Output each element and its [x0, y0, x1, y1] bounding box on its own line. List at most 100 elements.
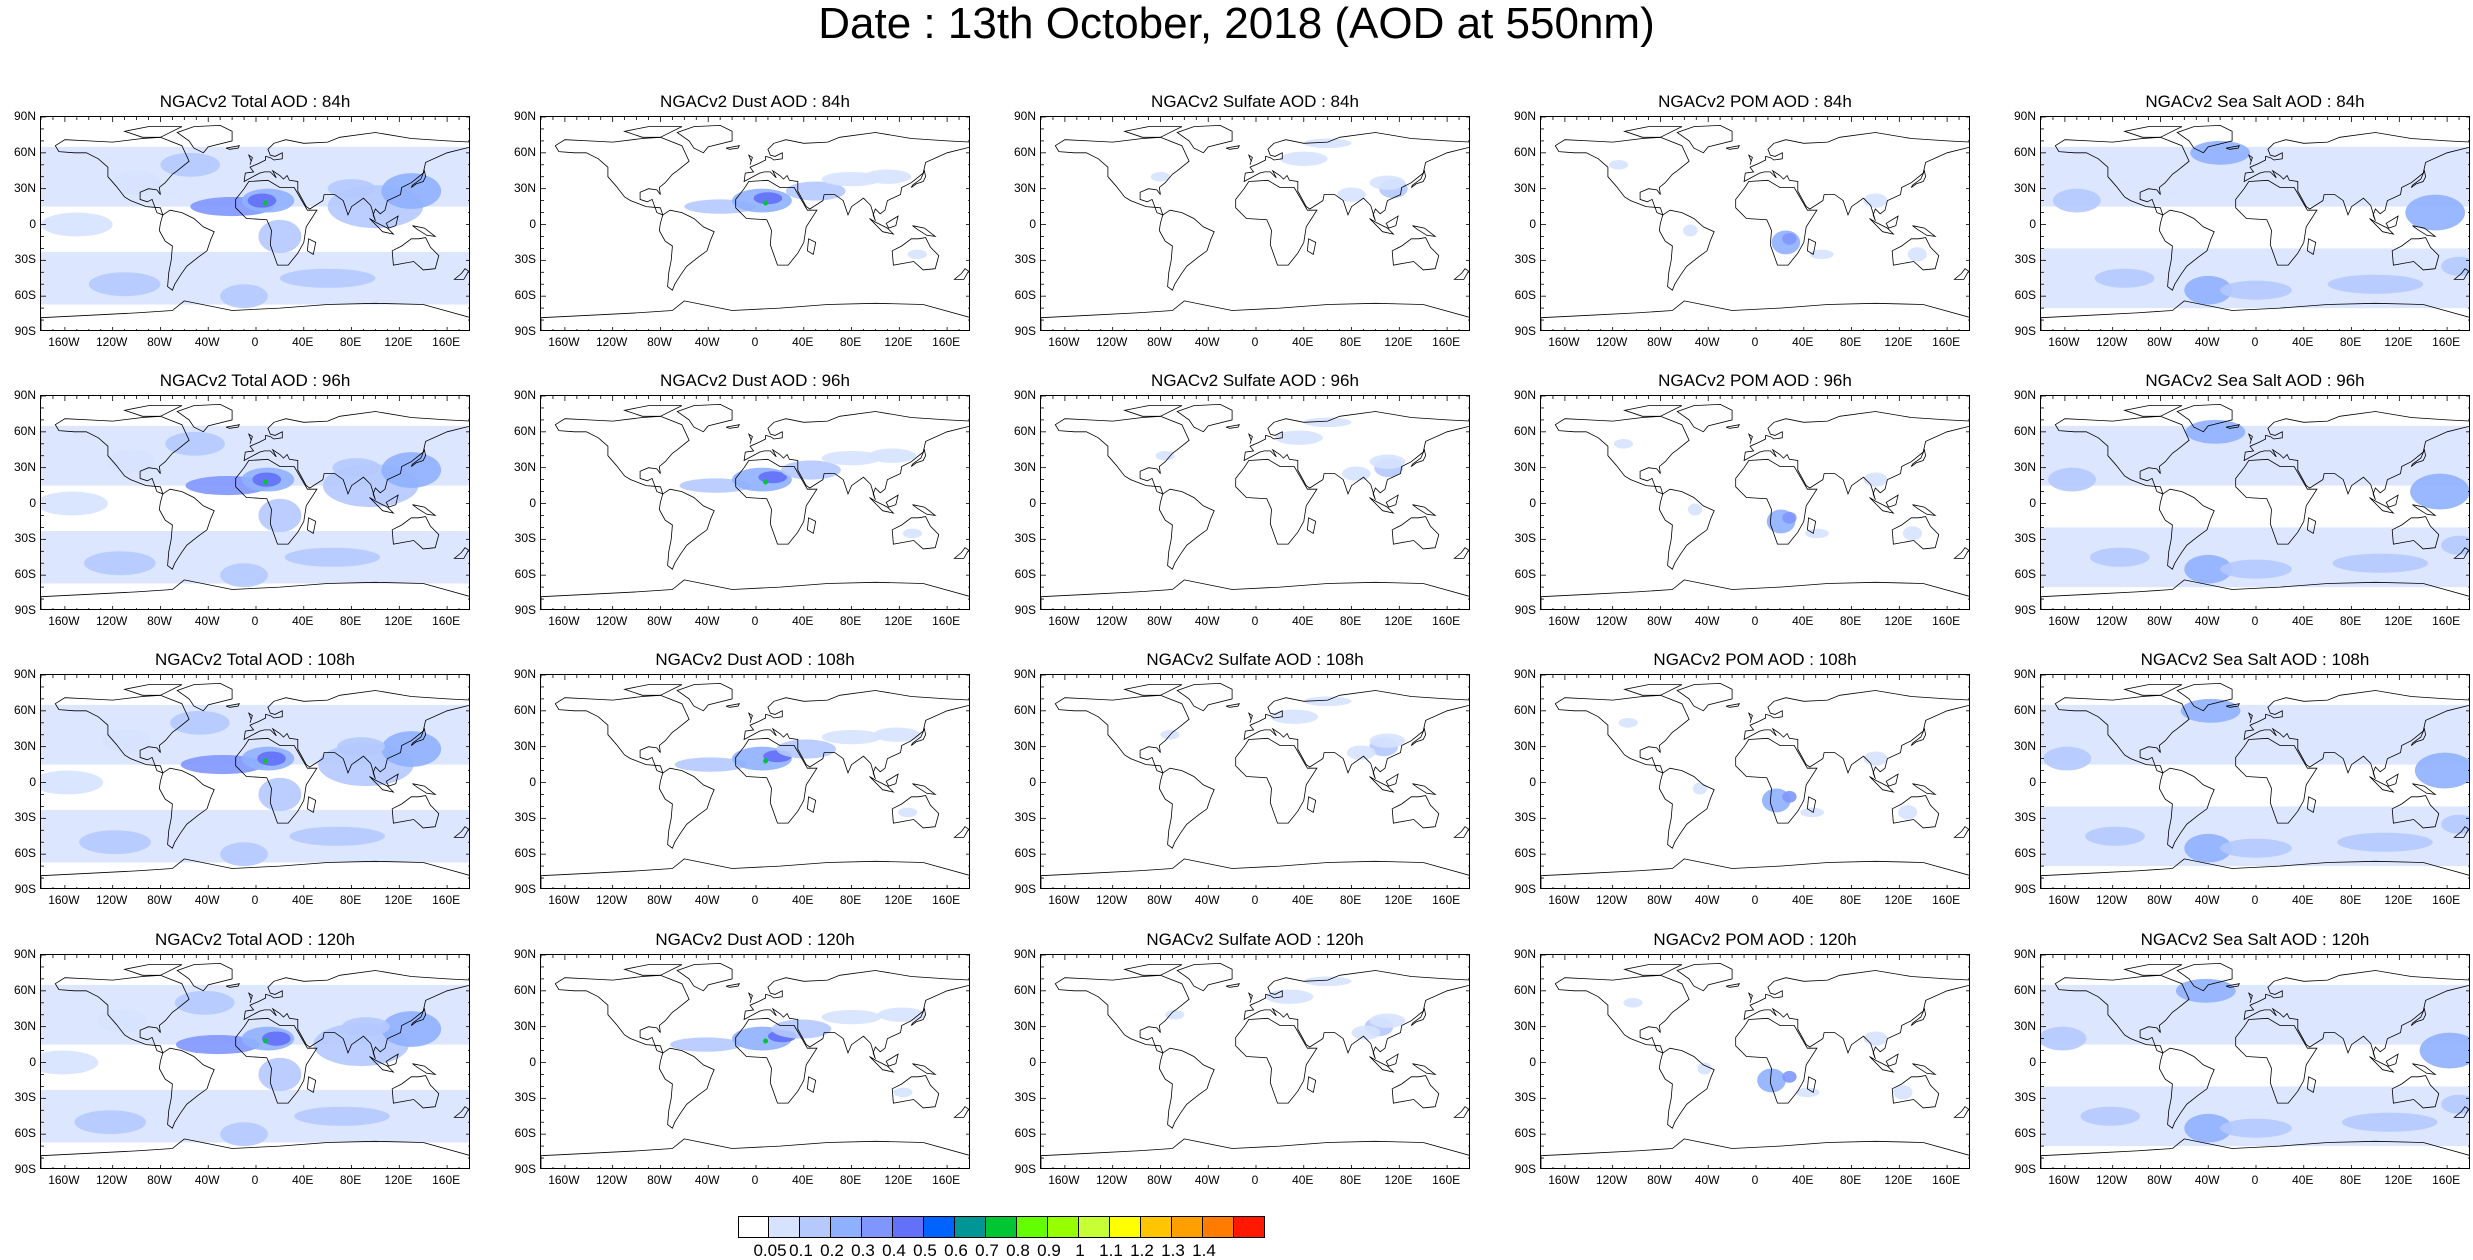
- coastline: [54, 974, 190, 1054]
- aod-hotspot: [263, 200, 269, 206]
- coastline: [725, 424, 741, 429]
- colorbar-tick-label: 0.3: [851, 1241, 875, 1260]
- lon-label: 160W: [1548, 335, 1580, 349]
- coastline: [554, 136, 690, 216]
- coastline: [1054, 136, 1190, 216]
- lon-label: 40W: [694, 614, 720, 628]
- map-canvas: [41, 117, 469, 330]
- coastline: [123, 964, 183, 976]
- colorbar-swatch: [955, 1216, 986, 1238]
- lon-label: 160W: [2048, 335, 2080, 349]
- lat-label: 60S: [14, 567, 36, 582]
- coastline: [247, 992, 253, 1003]
- lon-label: 0: [251, 893, 259, 907]
- coastline: [747, 992, 753, 1003]
- lon-label: 160W: [48, 335, 80, 349]
- lon-label: 40W: [694, 1173, 720, 1187]
- map-canvas: [2041, 955, 2469, 1168]
- aod-plume: [174, 990, 235, 1015]
- coastline: [623, 126, 683, 138]
- coastline: [1912, 225, 1937, 237]
- coastline: [1743, 411, 1969, 501]
- coastline: [176, 124, 233, 154]
- coastline: [1541, 300, 1969, 330]
- lat-label: 90S: [2014, 1162, 2036, 1176]
- aod-plume: [1613, 439, 1633, 449]
- lon-label: 160E: [932, 335, 961, 349]
- lon-label: 160E: [932, 614, 961, 628]
- lat-label: 30S: [1014, 1090, 1036, 1105]
- coastline: [869, 776, 895, 793]
- lat-label: 30N: [1513, 180, 1536, 195]
- coastline: [1243, 690, 1469, 780]
- map-panel-pom-96h: NGACv2 POM AOD : 96h 90N 60N 30N 0 30S 60S 90S 1…: [1506, 371, 1976, 628]
- aod-plume: [1165, 1009, 1185, 1020]
- lon-label: 120W: [2095, 893, 2128, 907]
- lon-label: 120E: [884, 335, 913, 349]
- aod-plume: [2190, 140, 2251, 165]
- lat-label: 30N: [1513, 738, 1536, 753]
- lon-label: 80W: [1147, 893, 1172, 907]
- map-panel-seasalt-120h: NGACv2 Sea Salt AOD : 120h 90N 60N 30N 0 30S 6…: [2006, 930, 2473, 1187]
- colorbar-swatch: [986, 1216, 1017, 1238]
- lat-label: 90N: [513, 667, 536, 681]
- lat-label: 30S: [2014, 252, 2036, 267]
- coastline: [735, 458, 818, 545]
- aod-plume: [1369, 1013, 1406, 1028]
- coastline: [1306, 796, 1317, 814]
- panel-title: NGACv2 Sulfate AOD : 108h: [1146, 650, 1364, 669]
- map-panel-dust-84h: NGACv2 Dust AOD : 84h 90N 60N 30N 0 30S 60S 90S…: [506, 92, 976, 349]
- coastline: [541, 1138, 969, 1168]
- aod-plume: [2441, 1094, 2469, 1114]
- coastline: [41, 858, 469, 888]
- coastline: [247, 154, 253, 165]
- aod-plume: [41, 212, 113, 237]
- aod-plume: [103, 728, 151, 753]
- coastline: [1158, 209, 1215, 291]
- aod-plume: [261, 1031, 291, 1046]
- aod-plume: [2441, 814, 2469, 834]
- world-map: [1540, 674, 1970, 889]
- map-panel-total-108h: NGACv2 Total AOD : 108h 90N 60N 30N 0 30S 60S 9…: [6, 650, 476, 907]
- coastline: [1910, 1007, 1927, 1026]
- aod-plume: [1618, 718, 1638, 728]
- lon-label: 120W: [595, 893, 628, 907]
- lon-label: 40E: [1292, 614, 1314, 628]
- lon-label: 40E: [1292, 1173, 1314, 1187]
- lon-label: 0: [751, 335, 759, 349]
- coastline: [953, 547, 969, 559]
- lon-label: 120E: [1384, 1173, 1413, 1187]
- lon-label: 40W: [1194, 1173, 1220, 1187]
- coastline: [1953, 268, 1969, 280]
- lat-label: 0: [529, 495, 536, 510]
- coastline: [1891, 237, 1940, 271]
- coastline: [1235, 737, 1318, 824]
- lon-label: 80E: [1839, 335, 1862, 349]
- lon-label: 40W: [194, 893, 220, 907]
- aod-plume: [2185, 419, 2246, 444]
- lon-label: 160E: [1932, 1173, 1961, 1187]
- lon-label: 40E: [292, 1173, 314, 1187]
- lon-label: 40W: [2194, 893, 2220, 907]
- map-canvas: [1541, 955, 1969, 1168]
- coastline: [1725, 145, 1741, 150]
- lon-label: 40W: [2194, 335, 2220, 349]
- coastline: [1885, 1053, 1899, 1067]
- lon-label: 80W: [1147, 614, 1172, 628]
- lat-label: 90N: [2013, 388, 2036, 402]
- aod-plume: [258, 1057, 302, 1092]
- coastline: [176, 682, 233, 712]
- coastline: [2041, 1138, 2469, 1168]
- coastline: [1123, 684, 1183, 696]
- lat-label: 90N: [1013, 947, 1036, 961]
- lon-label: 0: [1751, 893, 1759, 907]
- aod-plume: [1303, 696, 1352, 707]
- panel-title: NGACv2 Total AOD : 120h: [154, 930, 355, 949]
- lon-label: 40W: [1194, 335, 1220, 349]
- lat-label: 30N: [2013, 1018, 2036, 1033]
- lat-label: 90S: [1014, 324, 1036, 338]
- lon-label: 120W: [95, 335, 128, 349]
- aod-plume: [1687, 503, 1703, 516]
- lon-label: 40E: [1292, 893, 1314, 907]
- lon-label: 0: [751, 1173, 759, 1187]
